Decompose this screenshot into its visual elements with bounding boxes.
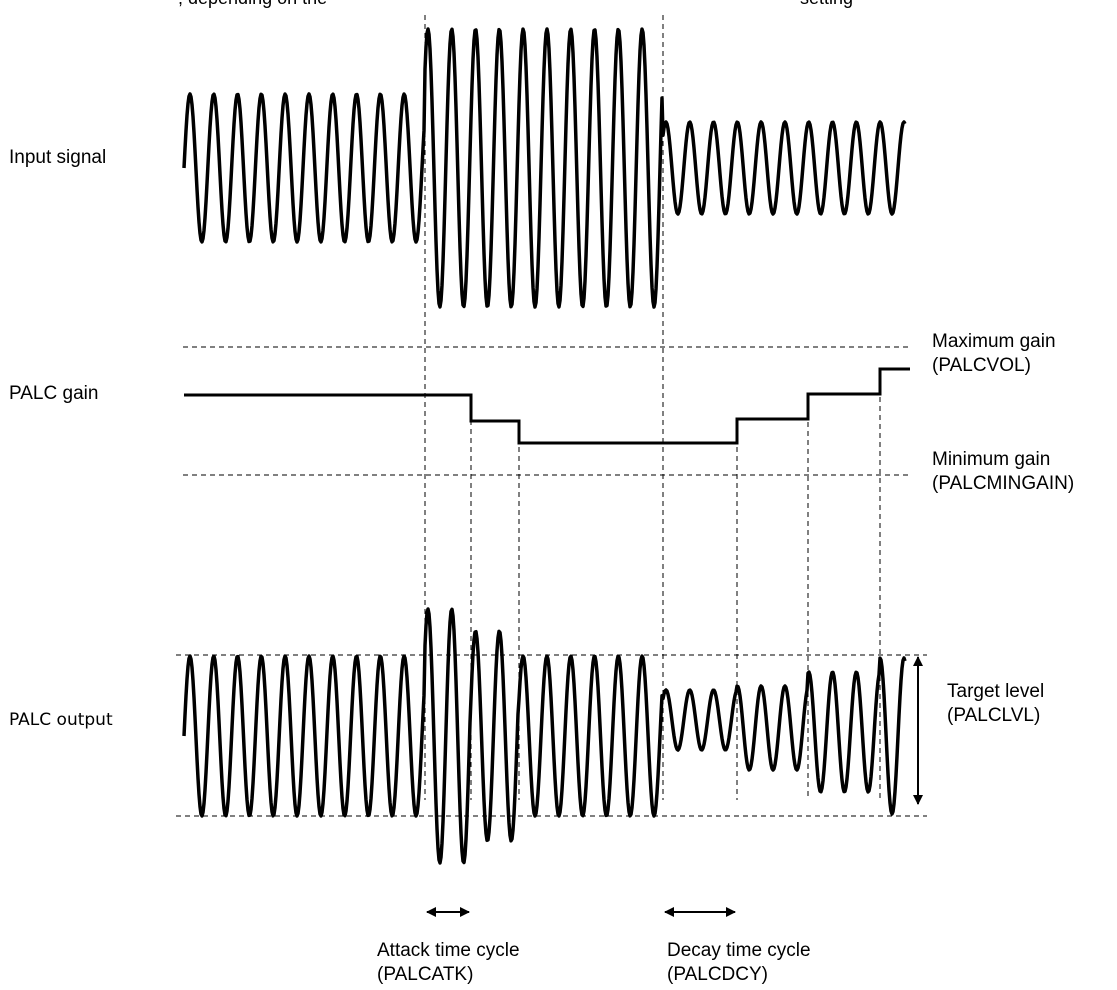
attack-time-label: Attack time cycle (PALCATK) xyxy=(377,940,520,985)
minimum-gain-label: Minimum gain (PALCMINGAIN) xyxy=(932,449,1075,494)
palc-output-waveform xyxy=(182,607,907,865)
palc-gain-label: PALC gain xyxy=(9,383,99,404)
top-caption-fragment-2: setting xyxy=(800,0,853,10)
maximum-gain-label: Maximum gain (PALCVOL) xyxy=(932,331,1056,376)
palc-output-label: PALC output xyxy=(9,710,113,730)
top-caption-fragment: , depending on the xyxy=(178,0,327,10)
input-signal-waveform xyxy=(182,27,907,309)
palc-gain-trace xyxy=(184,367,910,445)
input-signal-label: Input signal xyxy=(9,147,107,168)
decay-time-label: Decay time cycle (PALCDCY) xyxy=(667,940,811,985)
target-level-label: Target level (PALCLVL) xyxy=(947,681,1045,726)
